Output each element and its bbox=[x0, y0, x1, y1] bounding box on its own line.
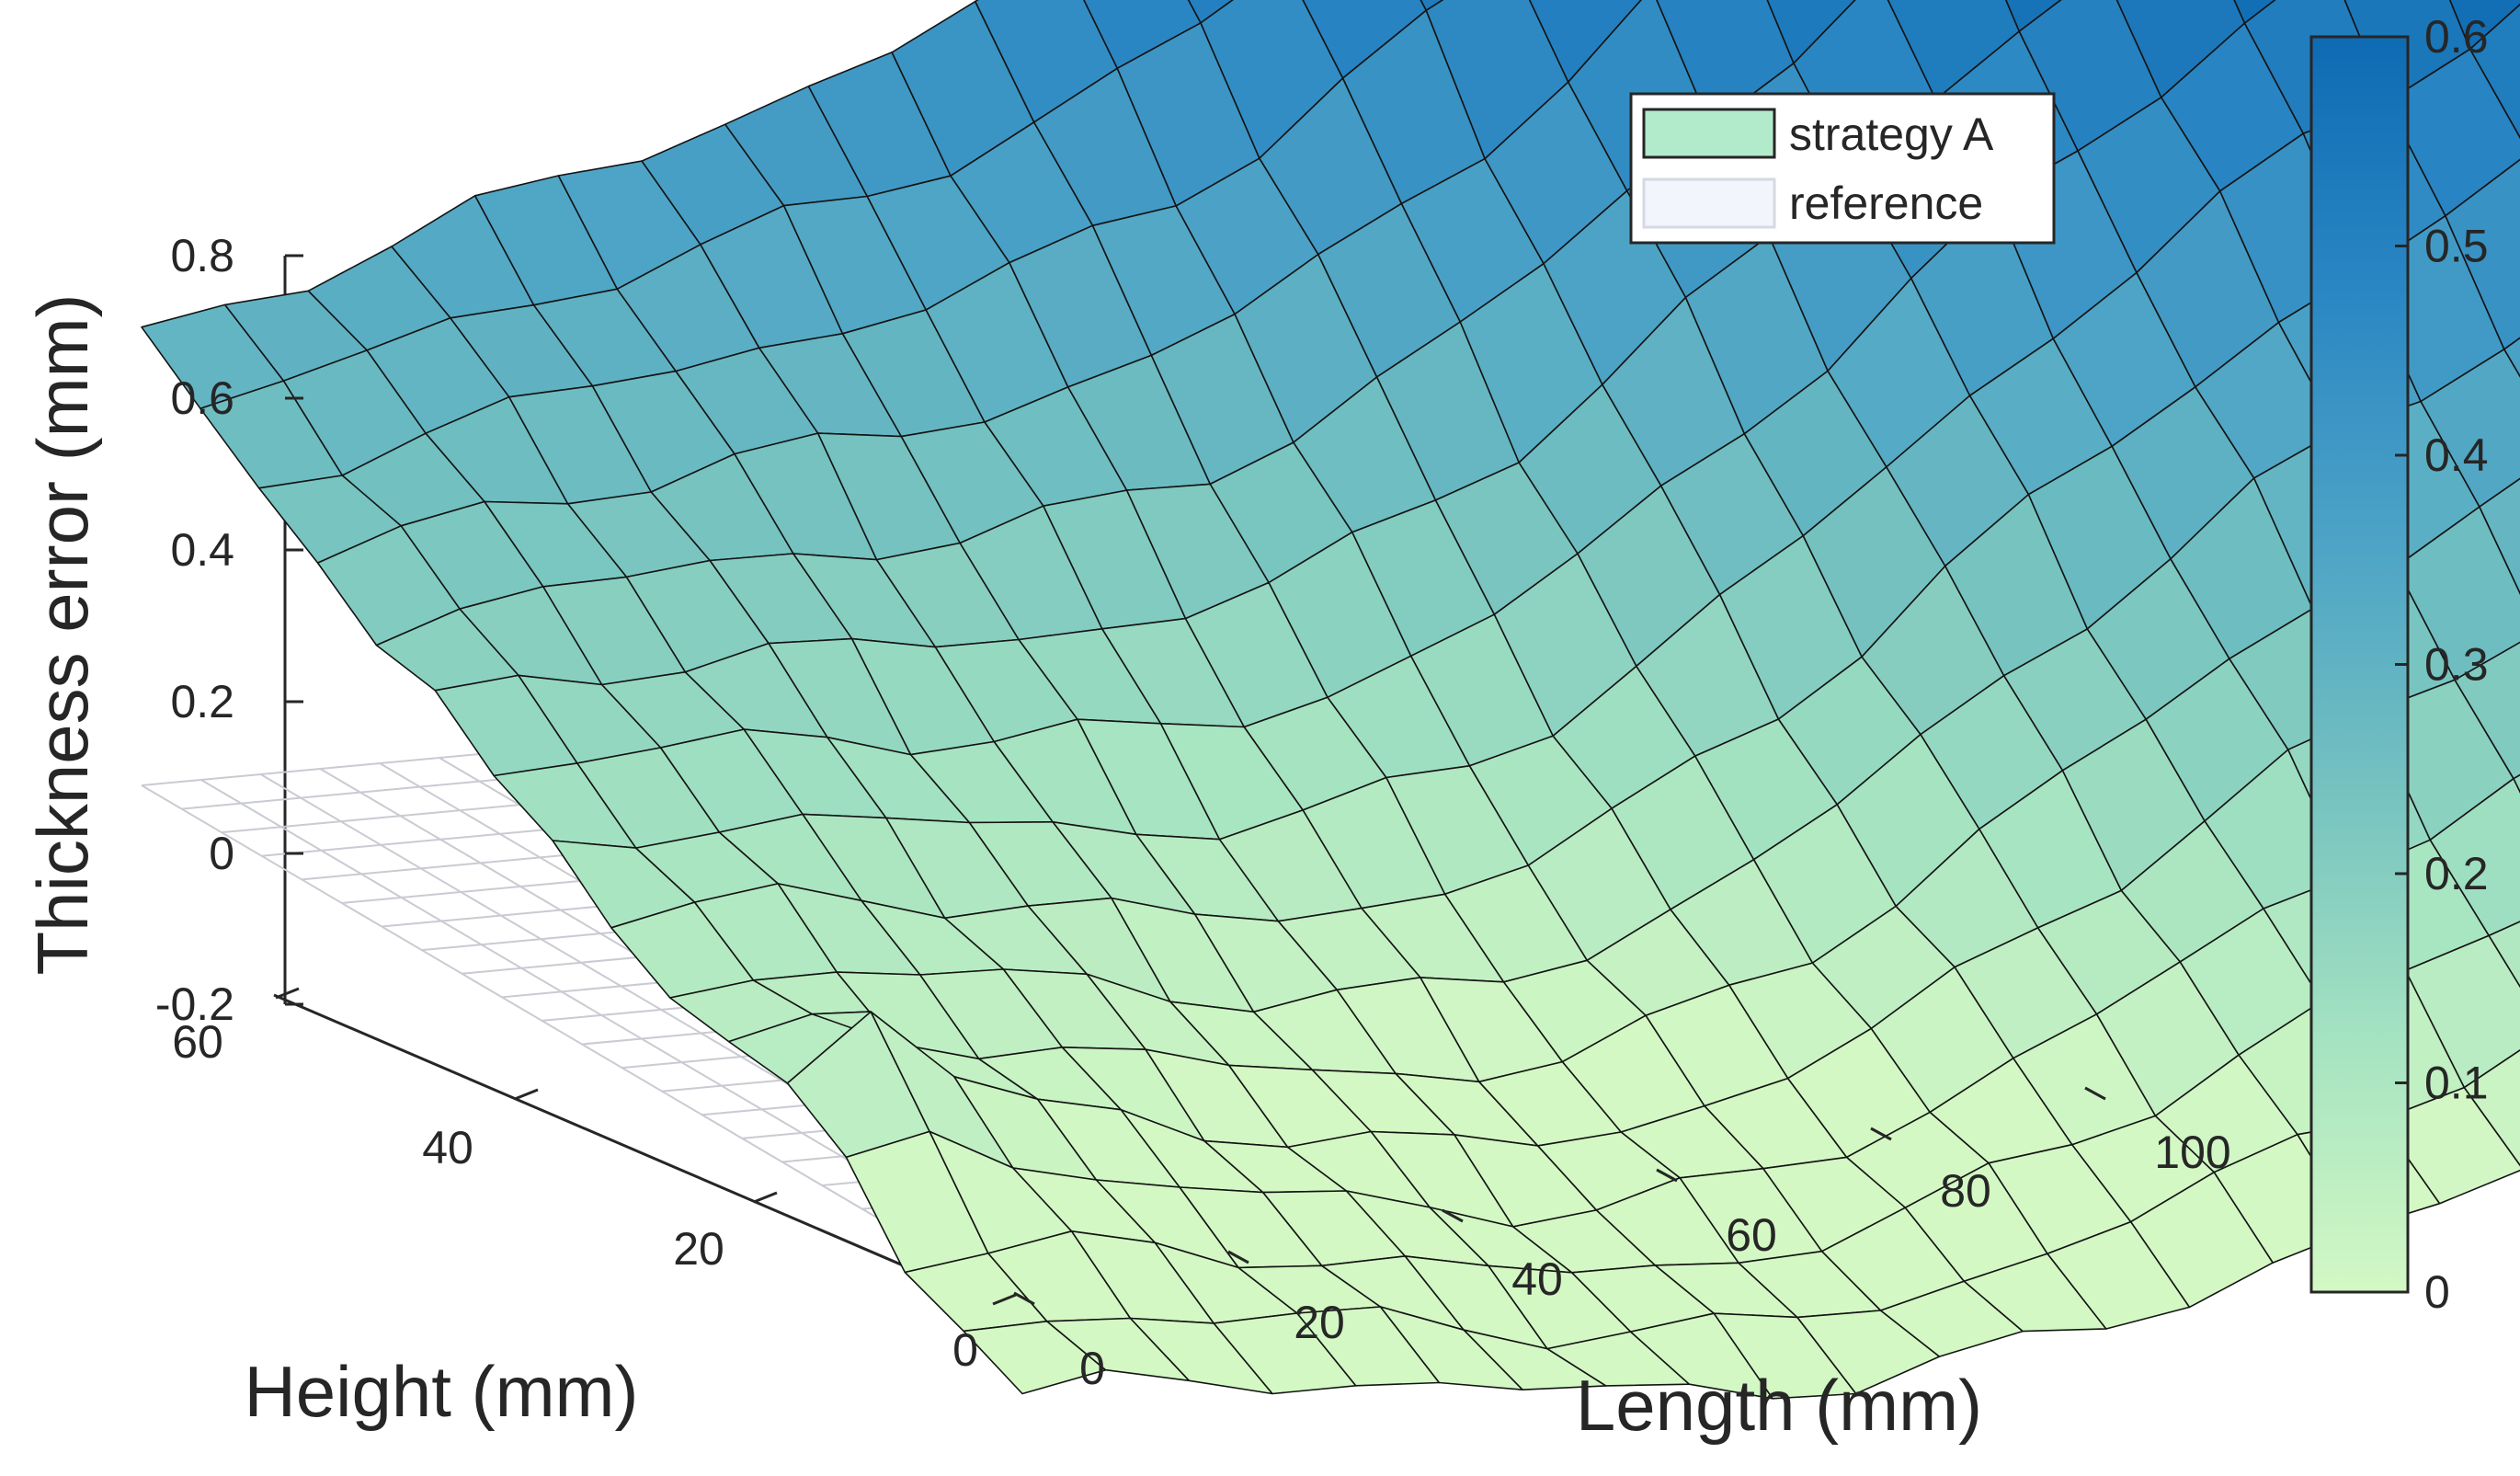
x-tick-label: 20 bbox=[1294, 1297, 1345, 1348]
x-tick-label: 0 bbox=[1079, 1343, 1105, 1394]
legend-label-strategy-a: strategy A bbox=[1789, 109, 1994, 160]
y-tick-mark bbox=[276, 989, 299, 998]
colorbar-tick-label: 0.1 bbox=[2424, 1058, 2489, 1109]
x-tick-label: 60 bbox=[1726, 1209, 1777, 1261]
y-tick-mark bbox=[754, 1193, 777, 1202]
legend[interactable]: strategy A reference bbox=[1631, 94, 2054, 243]
colorbar-tick-label: 0.6 bbox=[2424, 11, 2489, 63]
z-tick-label: 0.8 bbox=[170, 230, 234, 281]
colorbar-tick-label: 0.4 bbox=[2424, 429, 2489, 481]
legend-label-reference: reference bbox=[1789, 177, 1983, 229]
x-tick-label: 100 bbox=[2154, 1127, 2230, 1178]
z-axis-title: Thickness error (mm) bbox=[22, 293, 103, 975]
y-tick-label: 40 bbox=[422, 1122, 473, 1173]
y-axis-title: Height (mm) bbox=[244, 1351, 638, 1432]
x-tick-label: 40 bbox=[1511, 1253, 1563, 1305]
y-tick-label: 0 bbox=[952, 1324, 978, 1376]
y-tick-label: 20 bbox=[673, 1223, 724, 1275]
z-tick-label: 0.6 bbox=[170, 372, 234, 424]
x-axis-title: Length (mm) bbox=[1576, 1365, 1982, 1446]
z-tick-label: 0 bbox=[209, 828, 234, 879]
legend-swatch-reference bbox=[1644, 179, 1774, 227]
x-tick-label: 80 bbox=[1940, 1165, 1991, 1217]
colorbar-tick-label: 0.3 bbox=[2424, 639, 2489, 691]
legend-swatch-strategy-a bbox=[1644, 109, 1774, 157]
colorbar-tick-label: 0.5 bbox=[2424, 221, 2489, 272]
strategy-surface bbox=[142, 0, 2520, 1399]
y-tick-label: 60 bbox=[172, 1016, 223, 1068]
colorbar-tick-label: 0 bbox=[2424, 1266, 2450, 1318]
z-tick-label: 0.2 bbox=[170, 676, 234, 727]
colorbar-strip bbox=[2311, 37, 2408, 1292]
colorbar-tick-label: 0.2 bbox=[2424, 848, 2489, 899]
y-tick-mark bbox=[515, 1090, 538, 1099]
z-tick-label: 0.4 bbox=[170, 524, 234, 576]
